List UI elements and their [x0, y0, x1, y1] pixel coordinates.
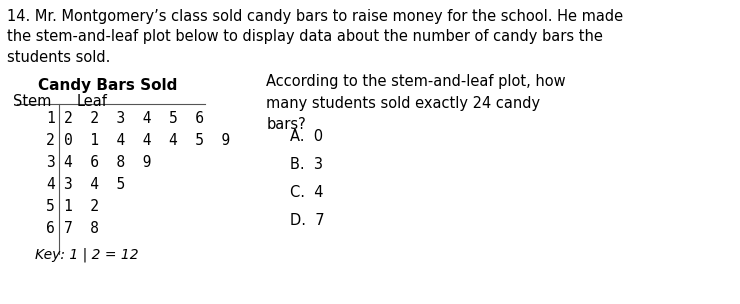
Text: 3  4  5: 3 4 5	[64, 177, 125, 192]
Text: 5: 5	[47, 199, 55, 214]
Text: C.  4: C. 4	[289, 185, 323, 200]
Text: Candy Bars Sold: Candy Bars Sold	[38, 78, 177, 93]
Text: A.  0: A. 0	[289, 129, 323, 144]
Text: D.  7: D. 7	[289, 213, 324, 228]
Text: 2: 2	[47, 133, 55, 148]
Text: 7  8: 7 8	[64, 221, 98, 236]
Text: 1: 1	[47, 111, 55, 126]
Text: Leaf: Leaf	[76, 94, 107, 109]
Text: 4  6  8  9: 4 6 8 9	[64, 155, 151, 170]
Text: Key: 1 | 2 = 12: Key: 1 | 2 = 12	[36, 247, 139, 261]
Text: 3: 3	[47, 155, 55, 170]
Text: 6: 6	[47, 221, 55, 236]
Text: 14. Mr. Montgomery’s class sold candy bars to raise money for the school. He mad: 14. Mr. Montgomery’s class sold candy ba…	[7, 9, 624, 65]
Text: 1  2: 1 2	[64, 199, 98, 214]
Text: According to the stem-and-leaf plot, how
many students sold exactly 24 candy
bar: According to the stem-and-leaf plot, how…	[266, 74, 566, 132]
Text: B.  3: B. 3	[289, 157, 323, 172]
Text: Stem: Stem	[13, 94, 51, 109]
Text: 2  2  3  4  5  6: 2 2 3 4 5 6	[64, 111, 204, 126]
Text: 4: 4	[47, 177, 55, 192]
Text: 0  1  4  4  4  5  9: 0 1 4 4 4 5 9	[64, 133, 229, 148]
